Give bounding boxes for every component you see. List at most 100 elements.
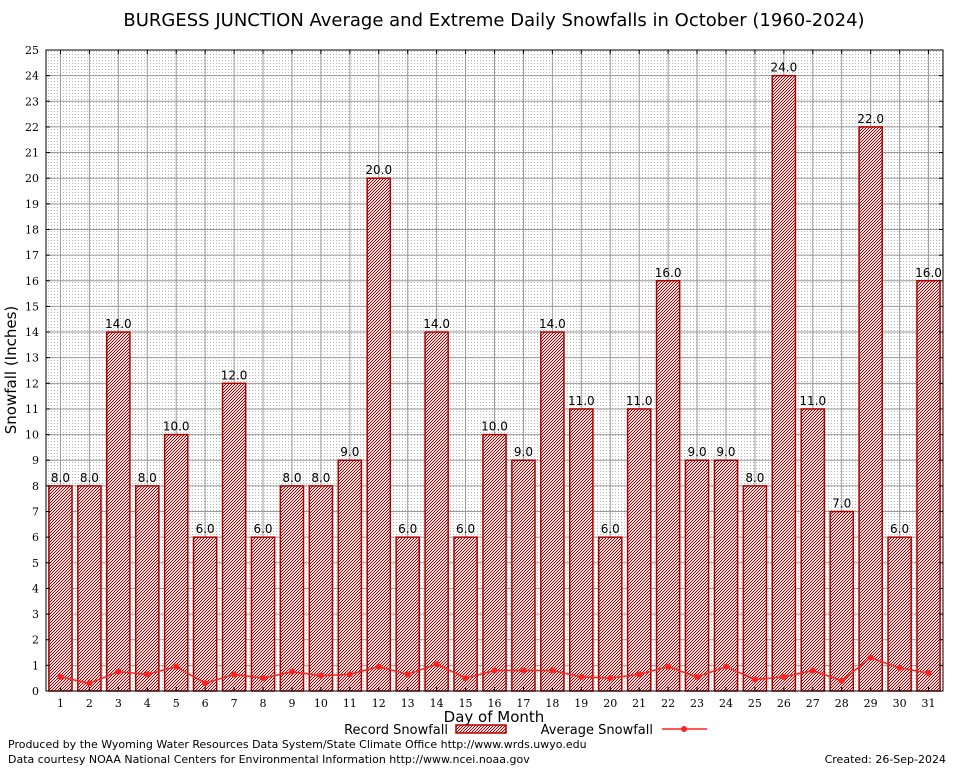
record-snowfall-bar — [163, 433, 189, 692]
average-snowfall-point — [57, 673, 64, 680]
bar-value-label: 11.0 — [626, 394, 653, 408]
average-snowfall-point — [838, 677, 845, 684]
record-snowfall-bar — [106, 331, 131, 692]
record-snowfall-bar — [713, 459, 739, 692]
footer-producer: Produced by the Wyoming Water Resources … — [8, 738, 587, 751]
average-snowfall-point — [636, 671, 643, 678]
y-tick-label: 15 — [25, 300, 39, 313]
average-snowfall-point — [288, 668, 295, 675]
bar-value-label: 8.0 — [282, 471, 301, 485]
record-snowfall-bar — [482, 433, 507, 692]
record-snowfall-bar — [858, 126, 883, 692]
x-tick-label: 15 — [459, 697, 473, 710]
average-snowfall-point — [665, 663, 672, 670]
y-tick-label: 4 — [32, 582, 39, 595]
y-tick-label: 9 — [32, 454, 39, 467]
bar-value-label: 8.0 — [745, 471, 764, 485]
average-snowfall-point — [115, 668, 122, 675]
bar-value-label: 8.0 — [80, 471, 99, 485]
record-snowfall-bar — [77, 485, 102, 692]
record-snowfall-bar — [221, 382, 247, 692]
y-tick-label: 12 — [25, 377, 39, 390]
x-tick-label: 5 — [173, 697, 180, 710]
average-snowfall-point — [896, 664, 903, 671]
record-snowfall-bar — [771, 74, 797, 692]
average-snowfall-point — [925, 670, 932, 677]
y-tick-label: 24 — [25, 70, 39, 83]
average-snowfall-point — [433, 661, 440, 668]
record-snowfall-bar — [395, 536, 421, 692]
bar-value-label: 9.0 — [340, 445, 359, 459]
legend-average-marker — [681, 726, 687, 732]
x-tick-label: 31 — [922, 697, 936, 710]
x-tick-label: 13 — [401, 697, 415, 710]
x-tick-label: 30 — [893, 697, 907, 710]
average-snowfall-point — [173, 663, 180, 670]
y-tick-label: 2 — [32, 634, 39, 647]
y-tick-label: 6 — [32, 531, 39, 544]
x-tick-label: 22 — [661, 697, 675, 710]
average-snowfall-point — [231, 671, 238, 678]
y-tick-label: 23 — [25, 95, 39, 108]
y-tick-label: 8 — [32, 480, 39, 493]
average-snowfall-point — [346, 671, 353, 678]
legend-average-label: Average Snowfall — [541, 723, 653, 738]
average-snowfall-point — [491, 667, 498, 674]
x-tick-label: 17 — [516, 697, 530, 710]
bar-value-label: 8.0 — [51, 471, 70, 485]
average-snowfall-point — [809, 667, 816, 674]
x-tick-label: 6 — [202, 697, 209, 710]
bar-value-label: 8.0 — [138, 471, 157, 485]
y-axis-ticks: 0123456789101112131415161718192021222324… — [25, 44, 943, 698]
x-tick-label: 12 — [372, 697, 386, 710]
x-tick-label: 26 — [777, 697, 791, 710]
x-tick-label: 27 — [806, 697, 820, 710]
bar-value-label: 6.0 — [601, 522, 620, 536]
record-snowfall-bar — [568, 408, 594, 692]
record-snowfall-bars — [48, 74, 941, 692]
y-tick-label: 5 — [32, 557, 39, 570]
y-tick-label: 25 — [25, 44, 39, 57]
average-snowfall-point — [549, 667, 556, 674]
average-snowfall-point — [375, 663, 382, 670]
bar-value-label: 6.0 — [196, 522, 215, 536]
record-snowfall-bar — [626, 408, 652, 692]
record-snowfall-bar — [366, 177, 392, 692]
bar-value-label: 24.0 — [770, 61, 797, 75]
bar-value-label: 22.0 — [857, 112, 884, 126]
record-snowfall-bar — [250, 536, 276, 692]
record-snowfall-bar — [308, 485, 334, 692]
record-snowfall-bar — [192, 536, 218, 692]
x-tick-label: 20 — [603, 697, 617, 710]
average-snowfall-point — [867, 654, 874, 661]
average-snowfall-point — [260, 675, 267, 682]
average-snowfall-point — [404, 671, 411, 678]
bar-value-label: 14.0 — [423, 317, 450, 331]
x-tick-label: 21 — [632, 697, 646, 710]
bar-value-label: 14.0 — [539, 317, 566, 331]
y-tick-label: 0 — [32, 685, 39, 698]
x-tick-label: 16 — [488, 697, 502, 710]
x-tick-label: 8 — [260, 697, 267, 710]
y-tick-label: 16 — [25, 275, 39, 288]
bar-value-label: 11.0 — [568, 394, 595, 408]
x-tick-label: 25 — [748, 697, 762, 710]
x-tick-label: 10 — [314, 697, 328, 710]
x-axis-ticks: 1 2 3 4 5 6 7 8 9 10 11 12 13 14 15 16 17 18 19 20 21 22 23 24 2… — [57, 50, 936, 710]
x-tick-label: 11 — [343, 697, 357, 710]
y-tick-label: 13 — [25, 352, 39, 365]
x-axis-label: Day of Month — [444, 708, 545, 726]
x-tick-label: 3 — [115, 697, 122, 710]
average-snowfall-point — [607, 675, 614, 682]
x-tick-label: 24 — [719, 697, 733, 710]
record-snowfall-bar — [800, 408, 826, 692]
bar-value-label: 20.0 — [365, 163, 392, 177]
bar-value-label: 16.0 — [655, 266, 682, 280]
y-tick-label: 17 — [25, 249, 39, 262]
average-snowfall-point — [694, 673, 701, 680]
x-tick-label: 23 — [690, 697, 704, 710]
record-snowfall-bar — [337, 459, 363, 692]
record-snowfall-bar — [684, 459, 710, 692]
x-tick-label: 18 — [545, 697, 559, 710]
